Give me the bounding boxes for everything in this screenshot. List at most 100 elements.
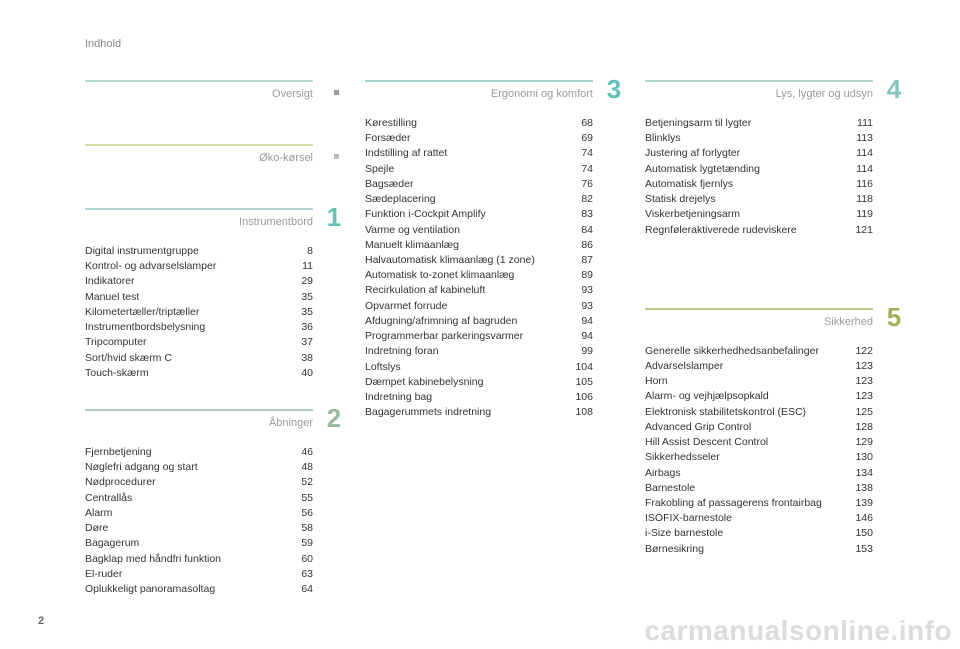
toc-entry: Alarm- og vejhjælpsopkald123 xyxy=(645,389,873,404)
toc-entry-page: 119 xyxy=(849,207,873,222)
toc-entry-label: Loftslys xyxy=(365,360,569,375)
toc-entry: Afdugning/afrimning af bagruden94 xyxy=(365,314,593,329)
toc-entry-page: 37 xyxy=(289,335,313,350)
section-dot-icon xyxy=(334,90,339,95)
section-1-entries: Digital instrumentgruppe8Kontrol- og adv… xyxy=(85,244,313,381)
toc-entry-page: 40 xyxy=(289,366,313,381)
toc-entry-page: 121 xyxy=(849,223,873,238)
toc-entry-label: Manuel test xyxy=(85,290,289,305)
section-4-entries: Betjeningsarm til lygter111Blinklys113Ju… xyxy=(645,116,873,238)
section-2-entries: Fjernbetjening46Nøglefri adgang og start… xyxy=(85,445,313,597)
toc-entry-label: i-Size barnestole xyxy=(645,526,849,541)
toc-entry: Loftslys104 xyxy=(365,360,593,375)
toc-entry: Oplukkeligt panoramasoltag64 xyxy=(85,582,313,597)
toc-entry-label: Varme og ventilation xyxy=(365,223,569,238)
toc-entry-page: 58 xyxy=(289,521,313,536)
toc-entry-label: Betjeningsarm til lygter xyxy=(645,116,849,131)
toc-entry-page: 11 xyxy=(289,259,313,274)
toc-entry-page: 114 xyxy=(849,146,873,161)
toc-entry: Betjeningsarm til lygter111 xyxy=(645,116,873,131)
toc-entry: Indretning bag106 xyxy=(365,390,593,405)
toc-entry-label: Indikatorer xyxy=(85,274,289,289)
toc-entry-label: Bagklap med håndfri funktion xyxy=(85,552,289,567)
toc-entry-label: Indretning bag xyxy=(365,390,569,405)
toc-entry: Automatisk fjernlys116 xyxy=(645,177,873,192)
toc-entry-label: Tripcomputer xyxy=(85,335,289,350)
toc-entry-page: 122 xyxy=(849,344,873,359)
section-number: 2 xyxy=(321,403,347,434)
column-2: Ergonomi og komfort 3 Kørestilling68Fors… xyxy=(365,80,627,420)
toc-entry-label: Fjernbetjening xyxy=(85,445,289,460)
toc-entry-label: Recirkulation af kabineluft xyxy=(365,283,569,298)
section-number: 4 xyxy=(881,74,907,105)
section-5-entries: Generelle sikkerhedhedsanbefalinger122Ad… xyxy=(645,344,873,557)
toc-entry-page: 52 xyxy=(289,475,313,490)
toc-entry-page: 64 xyxy=(289,582,313,597)
toc-entry-label: Programmerbar parkeringsvarmer xyxy=(365,329,569,344)
toc-entry-label: Alarm- og vejhjælpsopkald xyxy=(645,389,849,404)
section-bar xyxy=(365,80,593,82)
section-number: 1 xyxy=(321,202,347,233)
toc-entry: Børnesikring153 xyxy=(645,542,873,557)
toc-entry: Touch-skærm40 xyxy=(85,366,313,381)
toc-entry-page: 48 xyxy=(289,460,313,475)
section-bar xyxy=(645,308,873,310)
toc-entry: Programmerbar parkeringsvarmer94 xyxy=(365,329,593,344)
toc-entry: Varme og ventilation84 xyxy=(365,223,593,238)
toc-entry-page: 84 xyxy=(569,223,593,238)
section-number: 3 xyxy=(601,74,627,105)
toc-entry-page: 113 xyxy=(849,131,873,146)
toc-entry-label: Viskerbetjeningsarm xyxy=(645,207,849,222)
section-5-head: Sikkerhed 5 xyxy=(645,308,907,338)
section-2-head: Åbninger 2 xyxy=(85,409,347,439)
toc-entry: Barnestole138 xyxy=(645,481,873,496)
toc-entry-label: Dæmpet kabinebelysning xyxy=(365,375,569,390)
toc-entry-page: 130 xyxy=(849,450,873,465)
toc-entry-label: Automatisk to-zonet klimaanlæg xyxy=(365,268,569,283)
toc-entry-label: Døre xyxy=(85,521,289,536)
toc-entry-label: Bagagerummets indretning xyxy=(365,405,569,420)
toc-entry-label: Generelle sikkerhedhedsanbefalinger xyxy=(645,344,849,359)
toc-entry-label: Advarselslamper xyxy=(645,359,849,374)
toc-entry: Alarm56 xyxy=(85,506,313,521)
toc-entry-page: 111 xyxy=(849,116,873,131)
toc-entry-page: 59 xyxy=(289,536,313,551)
toc-entry: El-ruder63 xyxy=(85,567,313,582)
toc-entry-page: 68 xyxy=(569,116,593,131)
toc-entry-page: 35 xyxy=(289,305,313,320)
toc-entry: Airbags134 xyxy=(645,466,873,481)
toc-entry-label: Advanced Grip Control xyxy=(645,420,849,435)
toc-entry: Nøglefri adgang og start48 xyxy=(85,460,313,475)
toc-entry-page: 69 xyxy=(569,131,593,146)
toc-entry-label: Funktion i-Cockpit Amplify xyxy=(365,207,569,222)
page-number: 2 xyxy=(38,615,44,627)
toc-entry-page: 83 xyxy=(569,207,593,222)
toc-entry-label: Justering af forlygter xyxy=(645,146,849,161)
toc-entry-page: 128 xyxy=(849,420,873,435)
toc-entry-page: 123 xyxy=(849,359,873,374)
toc-entry-page: 138 xyxy=(849,481,873,496)
toc-entry: Funktion i-Cockpit Amplify83 xyxy=(365,207,593,222)
toc-entry: Kørestilling68 xyxy=(365,116,593,131)
toc-entry-label: Regnføleraktiverede rudeviskere xyxy=(645,223,849,238)
section-1-head: Instrumentbord 1 xyxy=(85,208,347,238)
toc-entry: Horn123 xyxy=(645,374,873,389)
toc-entry: Bagagerum59 xyxy=(85,536,313,551)
toc-entry-page: 153 xyxy=(849,542,873,557)
page-header: Indhold xyxy=(85,38,121,50)
toc-entry-page: 63 xyxy=(289,567,313,582)
toc-entry: Manuel test35 xyxy=(85,290,313,305)
toc-entry: Blinklys113 xyxy=(645,131,873,146)
toc-entry-label: Automatisk fjernlys xyxy=(645,177,849,192)
section-oko-head: Øko-kørsel xyxy=(85,144,347,174)
section-title: Ergonomi og komfort xyxy=(491,88,593,100)
toc-entry-page: 123 xyxy=(849,389,873,404)
toc-entry-label: Børnesikring xyxy=(645,542,849,557)
toc-entry-page: 89 xyxy=(569,268,593,283)
toc-entry: Automatisk to-zonet klimaanlæg89 xyxy=(365,268,593,283)
toc-entry-label: Bagagerum xyxy=(85,536,289,551)
toc-entry-label: Bagsæder xyxy=(365,177,569,192)
toc-entry: Hill Assist Descent Control129 xyxy=(645,435,873,450)
toc-entry: Recirkulation af kabineluft93 xyxy=(365,283,593,298)
toc-entry: Viskerbetjeningsarm119 xyxy=(645,207,873,222)
